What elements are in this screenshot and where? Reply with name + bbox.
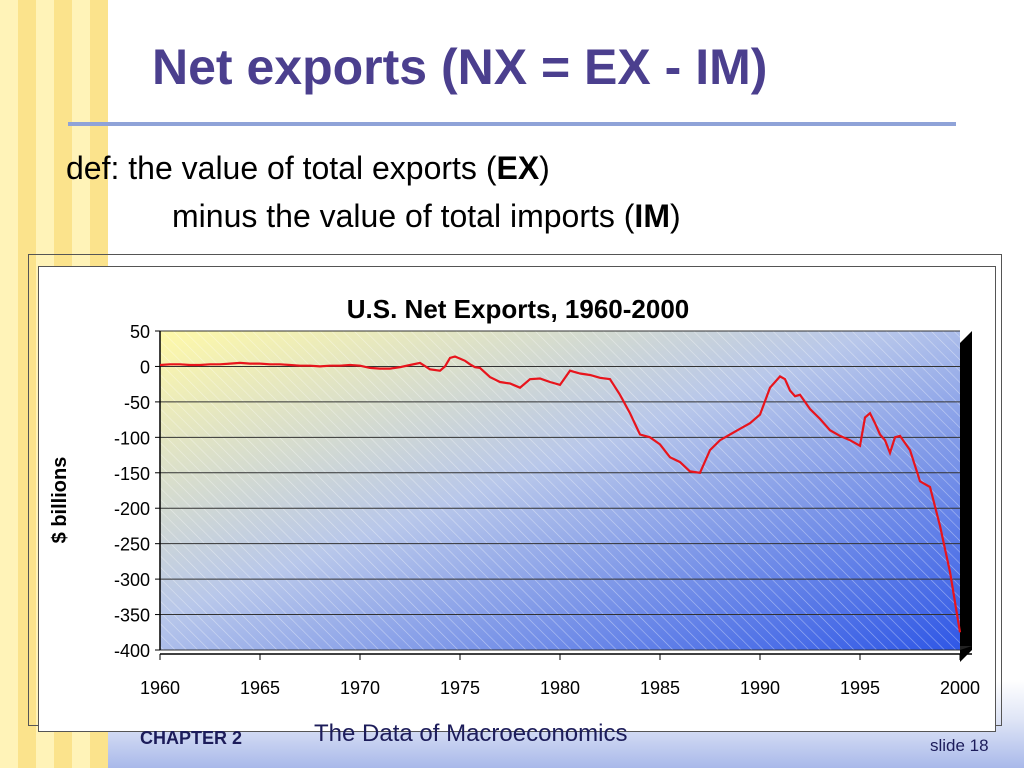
- x-tick-label: 1970: [340, 678, 380, 698]
- definition-line-2-prefix: minus the value of total imports (: [172, 198, 635, 234]
- y-tick-label: -150: [114, 464, 150, 484]
- definition-line-1-prefix: def: the value of total exports (: [66, 150, 497, 186]
- y-tick-label: -350: [114, 606, 150, 626]
- x-tick-label: 1960: [140, 678, 180, 698]
- x-tick-labels: 1960 1965 1970 1975 1980 1985 1990 1995 2000: [140, 678, 980, 698]
- title-divider: [68, 122, 956, 126]
- y-tick-label: 50: [130, 322, 150, 342]
- footer-chapter: CHAPTER 2: [140, 728, 243, 748]
- x-tick-label: 2000: [940, 678, 980, 698]
- definition-line-2-suffix: ): [669, 198, 681, 234]
- y-tick-labels: 50 0 -50 -100 -150 -200 -250 -300 -350 -400: [114, 322, 150, 661]
- y-tick-label: -200: [114, 499, 150, 519]
- y-axis-label: $ billions: [49, 457, 71, 544]
- plot-hatch-pattern: [160, 331, 960, 650]
- axes: [155, 330, 972, 660]
- gridlines: [160, 330, 960, 651]
- slide-title: Net exports (NX = EX - IM): [152, 39, 768, 95]
- y-tick-label: -250: [114, 535, 150, 555]
- chart-title: U.S. Net Exports, 1960-2000: [347, 294, 690, 324]
- definition-line-2: minus the value of total imports (IM): [172, 198, 681, 235]
- y-tick-label: -100: [114, 428, 150, 448]
- footer-chapter-title: The Data of Macroeconomics: [314, 720, 628, 747]
- x-tick-label: 1965: [240, 678, 280, 698]
- definition-line-1-suffix: ): [539, 150, 550, 186]
- x-tick-label: 1975: [440, 678, 480, 698]
- plot-depth-wall: [960, 331, 972, 662]
- x-tick-label: 1985: [640, 678, 680, 698]
- x-tick-label: 1990: [740, 678, 780, 698]
- definition-line-1: def: the value of total exports (EX): [66, 150, 550, 187]
- y-tick-label: -50: [124, 393, 150, 413]
- y-tick-label: -300: [114, 570, 150, 590]
- y-tick-label: 0: [140, 357, 150, 377]
- footer-slide-number: slide 18: [930, 736, 989, 755]
- y-tick-label: -400: [114, 641, 150, 661]
- net-exports-line: [159, 355, 962, 633]
- x-tick-label: 1980: [540, 678, 580, 698]
- definition-ex-term: EX: [496, 150, 540, 186]
- x-tick-label: 1995: [840, 678, 880, 698]
- definition-im-term: IM: [634, 198, 670, 234]
